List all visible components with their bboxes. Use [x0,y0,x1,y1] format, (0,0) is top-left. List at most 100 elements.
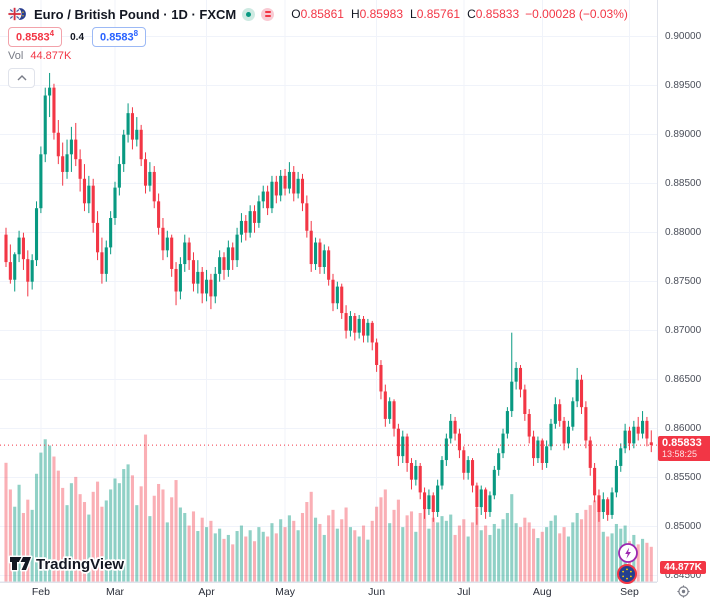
volume-bar [370,520,374,582]
bar-countdown: 13:58:25 [662,448,698,459]
candle-body [545,446,549,463]
volume-bar [30,509,34,582]
candle-body [623,430,627,449]
volume-bar [309,491,313,582]
month-tick-label: Jun [368,586,386,598]
candle-body [584,407,588,441]
candle-body [21,237,25,260]
price-axis[interactable]: 0.90000 0.89500 0.89000 0.88500 0.88000 0.875… [657,0,710,582]
market-open-status-icon[interactable] [242,7,256,21]
candle-body [65,154,69,172]
high-label: H [350,7,360,21]
candle-body [436,485,440,512]
volume-bar [183,512,187,582]
candle-body [270,181,274,209]
volume-bar [440,516,444,582]
candle-body [409,463,414,480]
symbol-notes-icon[interactable] [261,7,275,21]
candle-body [523,389,527,414]
volume-bar [266,536,270,582]
candle-body [96,222,100,253]
volume-bar [344,507,348,582]
candle-body [597,495,601,512]
month-tick-label: Apr [198,586,215,598]
month-tick-label: Feb [31,586,50,598]
candle-body [309,230,313,265]
candle-body [126,113,130,135]
candle-body [606,499,610,515]
candle-body [39,154,43,209]
volume-bar [4,462,8,582]
candle-body [601,499,605,512]
volume-bar [56,470,60,582]
volume-bar [34,473,39,582]
candle-body [178,264,182,292]
candle-body [505,411,509,434]
open-value: 0.85861 [300,7,344,21]
volume-bar [143,434,148,582]
volume-bar [218,528,222,582]
volume-bar [536,538,540,582]
low-label: L [410,7,417,21]
volume-bar [558,533,562,582]
volume-bar [566,536,570,582]
candle-body [593,467,597,496]
ohlc-readout: O 0.85861 H 0.85983 L 0.85761 C 0.85833 −0.0… [284,7,628,21]
volume-bar [379,497,383,582]
volume-bar [209,520,213,582]
candle-body [61,156,65,172]
candle-body [152,171,156,202]
close-value: 0.85833 [475,7,520,21]
volume-bar [296,530,300,582]
volume-bar [427,528,431,582]
candle-body [440,460,444,486]
sell-bid-button[interactable]: 0.85834 [8,27,63,47]
volume-bar [606,536,610,582]
volume-bar [96,481,100,582]
volume-bar [649,546,653,582]
volume-bar [444,520,448,582]
volume-bar [122,469,126,582]
buy-ask-button[interactable]: 0.85838 [92,27,147,47]
volume-bar [74,476,78,582]
candle-body [627,430,632,444]
volume-bar [418,512,422,582]
candle-body [553,404,557,424]
eu-flag-event-icon[interactable] [616,563,638,585]
price-tick-label: 0.85000 [665,520,702,532]
symbol-title-button[interactable]: Euro / British Pound · 1D · FXCM [34,6,237,22]
lightning-event-icon[interactable] [617,542,639,564]
volume-value-badge: 44.877K [660,561,706,574]
volume-bar [527,522,531,582]
volume-bar [484,525,488,582]
time-axis[interactable]: Feb Mar Apr May Jun Jul Aug Sep [0,582,710,600]
candle-body [248,211,252,233]
candle-body [69,139,73,155]
candle-body [510,381,514,412]
price-tick-label: 0.87000 [665,324,702,336]
candle-body [43,95,47,155]
volume-bar [396,499,400,582]
volume-bar [26,499,30,582]
volume-bar [510,494,514,582]
candle-body [222,257,226,270]
volume-bar [383,489,387,582]
collapse-pane-button[interactable] [8,68,35,88]
candle-body [484,489,488,512]
candle-body [575,379,579,402]
volume-bar [601,531,605,582]
axis-settings-gear-icon[interactable] [677,584,690,598]
volume-bar [213,533,217,582]
open-label: O [291,7,301,21]
candle-body [34,208,39,261]
volume-bar [248,530,252,582]
candle-body [292,171,296,194]
price-tick-label: 0.88500 [665,177,702,189]
candle-body [26,259,30,282]
candle-body [139,129,143,160]
candle-body [571,401,575,427]
candle-body [444,438,448,461]
tradingview-logo[interactable]: TradingView [8,550,158,576]
volume-bar [492,523,496,582]
